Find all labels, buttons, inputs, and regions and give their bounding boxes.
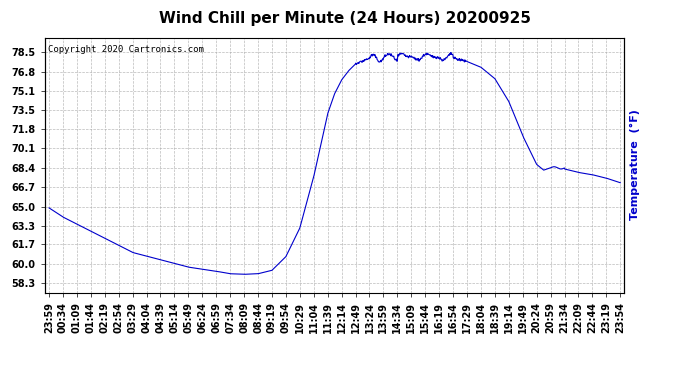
Y-axis label: Temperature  (°F): Temperature (°F)	[630, 110, 640, 220]
Text: Wind Chill per Minute (24 Hours) 20200925: Wind Chill per Minute (24 Hours) 2020092…	[159, 11, 531, 26]
Text: Copyright 2020 Cartronics.com: Copyright 2020 Cartronics.com	[48, 45, 204, 54]
